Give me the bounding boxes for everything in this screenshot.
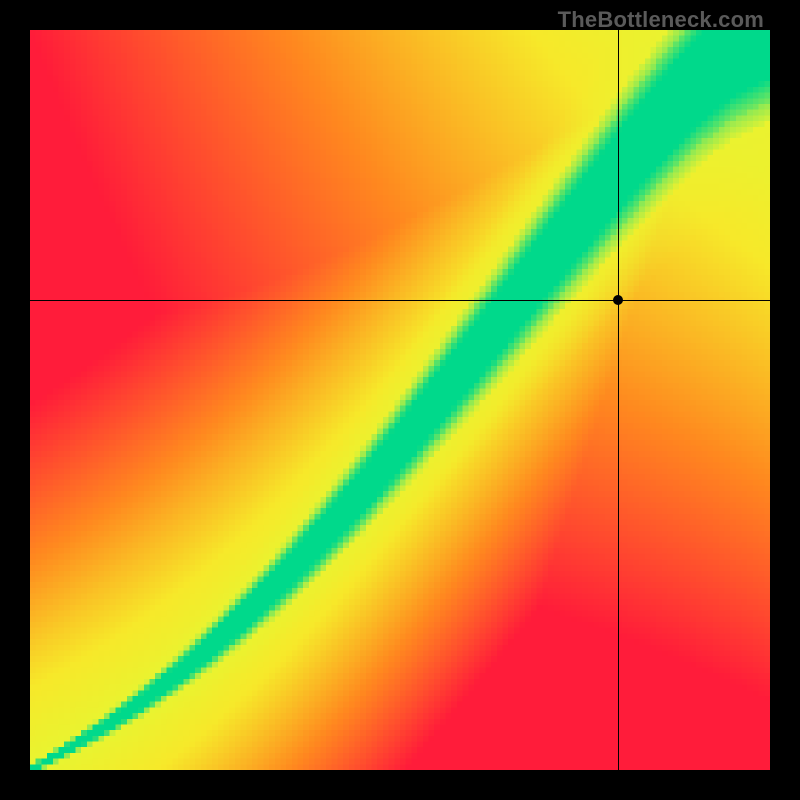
- bottleneck-heatmap: [30, 30, 770, 770]
- crosshair-vertical: [618, 30, 619, 770]
- crosshair-horizontal: [30, 300, 770, 301]
- watermark-text: TheBottleneck.com: [558, 7, 764, 33]
- chart-container: { "outer": { "width": 800, "height": 800…: [0, 0, 800, 800]
